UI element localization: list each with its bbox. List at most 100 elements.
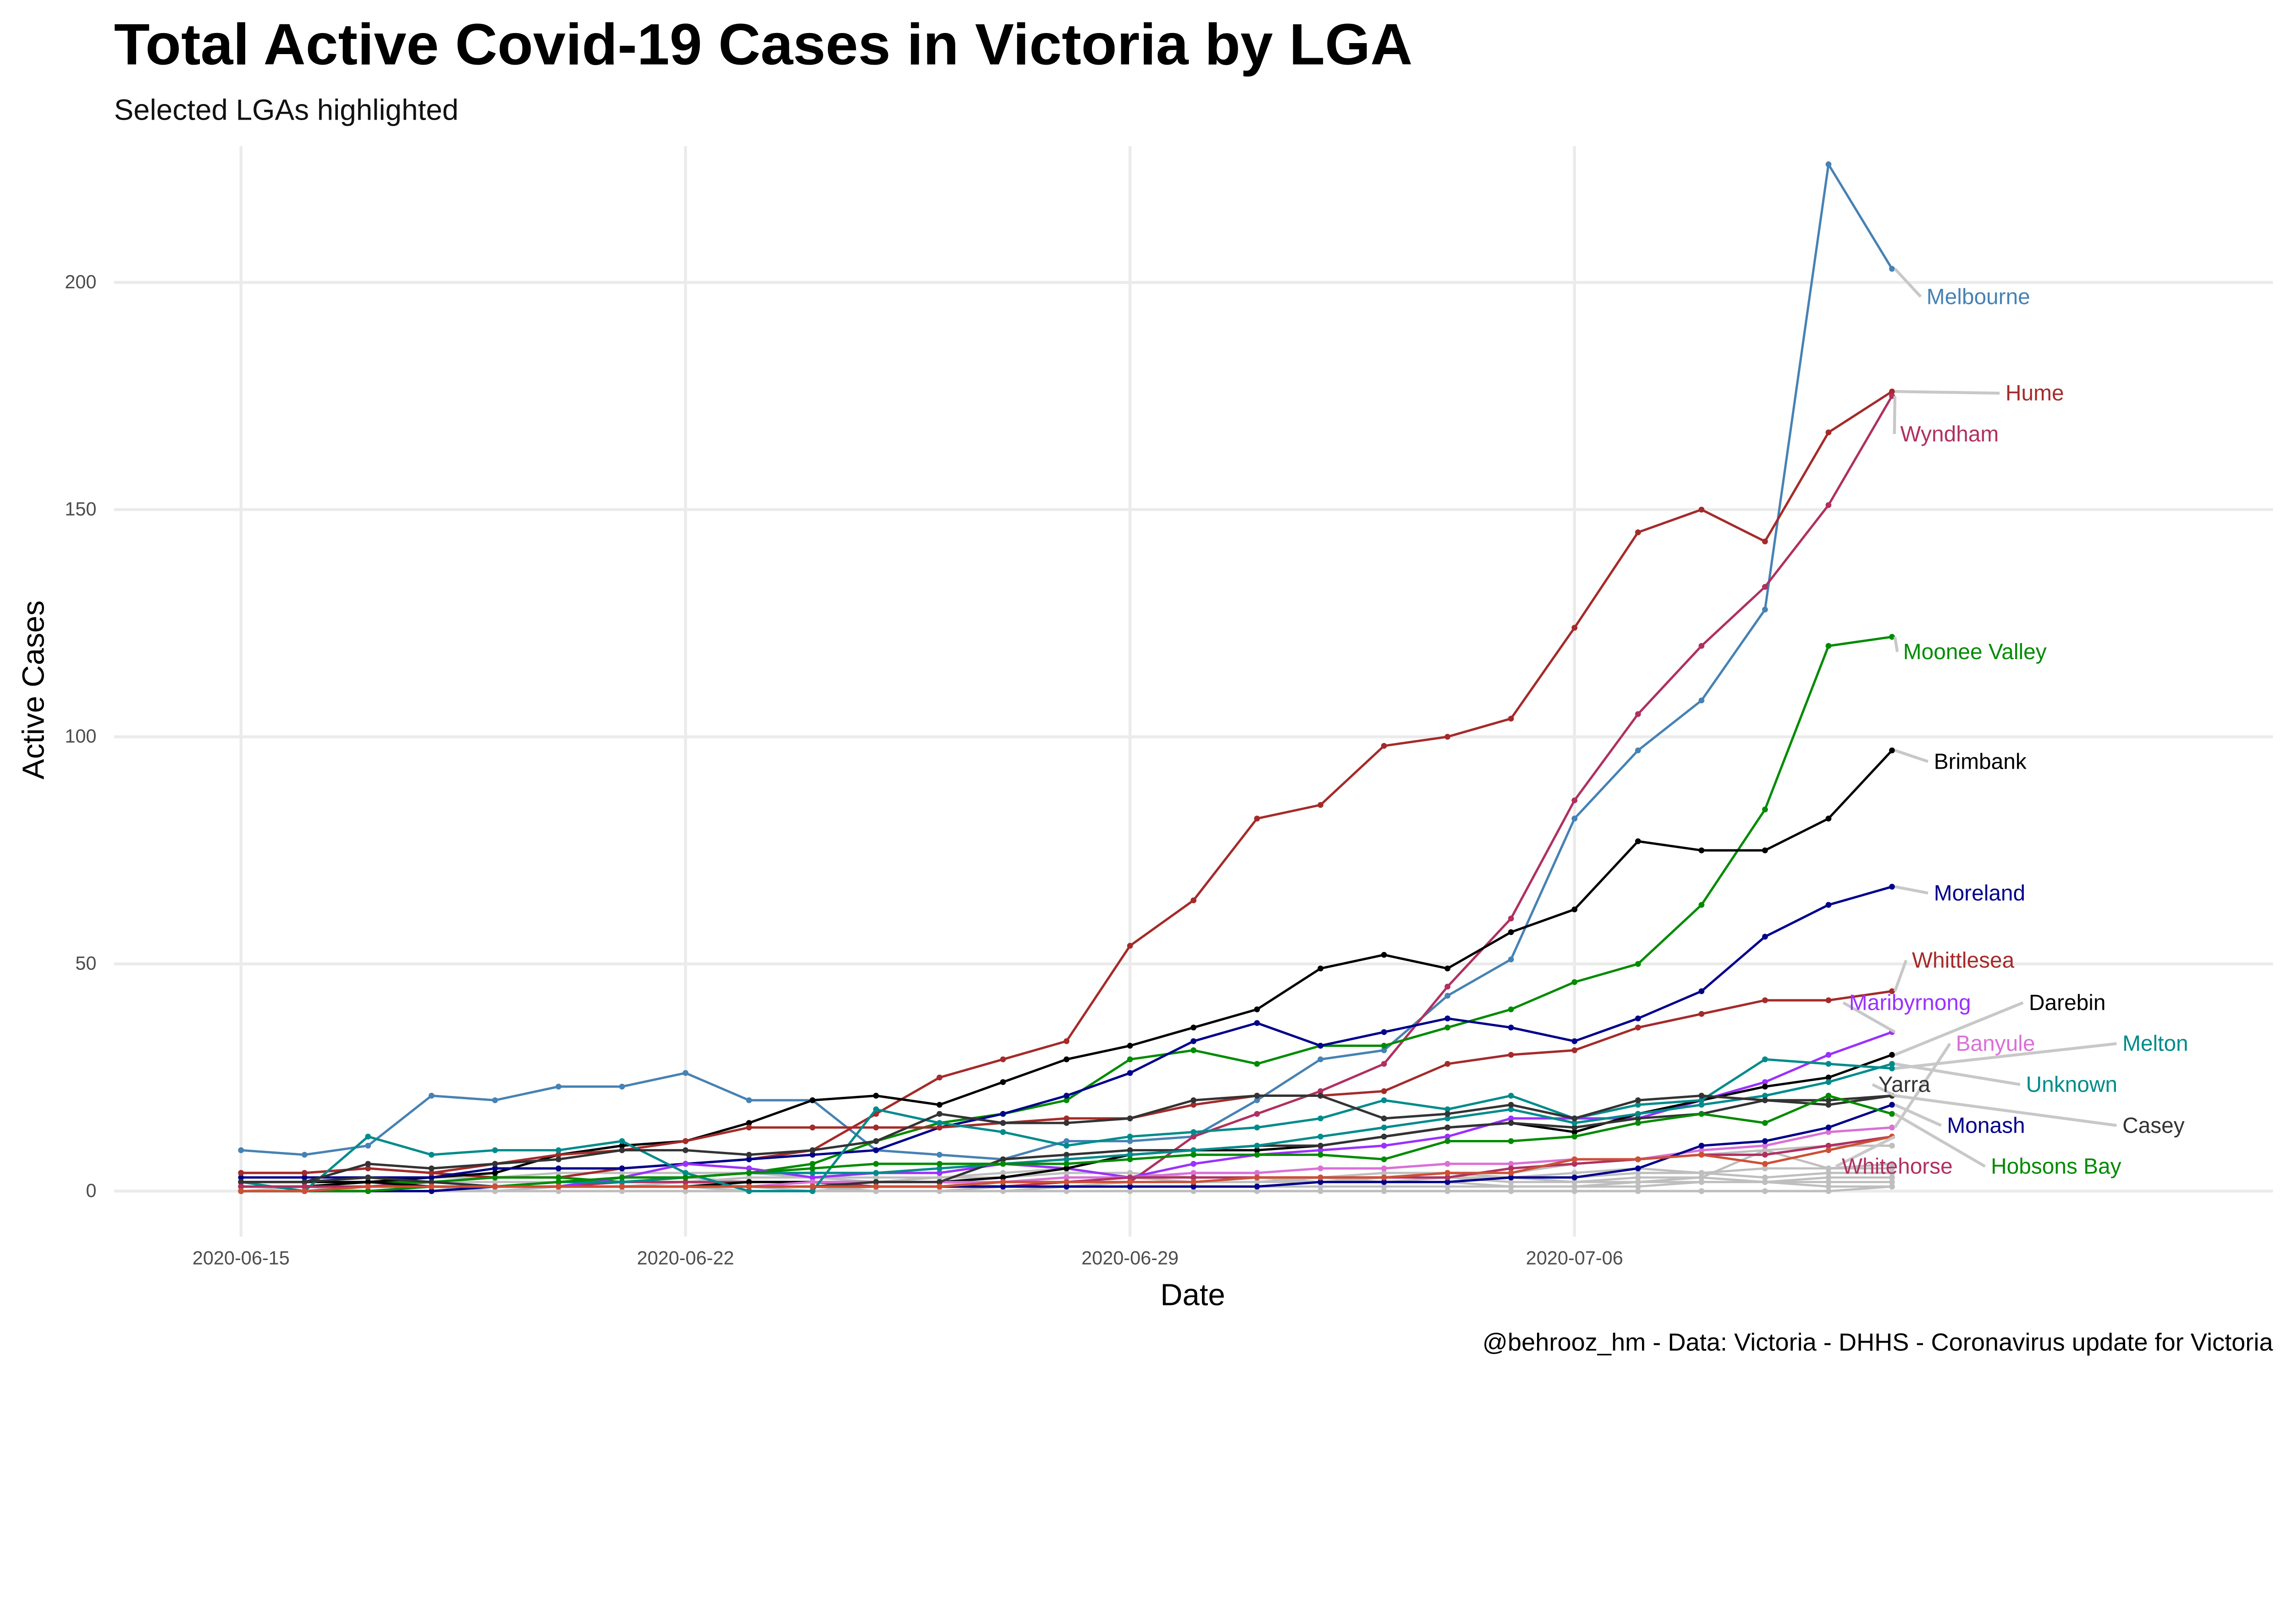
background-series-point	[1317, 1188, 1324, 1194]
yarra-point	[937, 1179, 942, 1185]
melton-point	[365, 1134, 371, 1140]
melbourne-point	[1254, 1097, 1260, 1103]
casey-point	[619, 1147, 625, 1153]
moonee-valley-point	[1571, 979, 1578, 985]
brimbank-point	[937, 1101, 942, 1108]
melton-point	[1127, 1134, 1133, 1140]
hobsons-bay-point	[619, 1174, 625, 1181]
moreland-point	[810, 1151, 815, 1158]
melbourne-point	[1444, 992, 1451, 999]
banyule-point	[810, 1179, 815, 1185]
casey-point	[1381, 1115, 1387, 1122]
brimbank-point	[1698, 847, 1705, 853]
maribyrnong-point	[810, 1174, 815, 1181]
whittlesea-point	[1762, 997, 1768, 1003]
series-point	[1381, 1174, 1387, 1181]
whittlesea-point	[1825, 997, 1832, 1003]
moreland-point	[619, 1165, 625, 1172]
background-series-point	[1063, 1188, 1069, 1194]
series-point	[1127, 1179, 1133, 1185]
moreland-point	[1190, 1038, 1197, 1044]
background-series-point	[1635, 1184, 1641, 1190]
hume-point	[1063, 1038, 1069, 1044]
casey-point	[1444, 1111, 1451, 1117]
hume-point	[1635, 529, 1641, 535]
background-series-point	[746, 1174, 752, 1181]
series-point	[683, 1184, 689, 1190]
hobsons-bay-point	[1000, 1161, 1006, 1167]
melton-point	[1889, 1065, 1895, 1072]
background-series-point	[1825, 1188, 1832, 1194]
whitehorse-point	[1190, 1174, 1197, 1181]
moonee-valley-point	[1762, 806, 1768, 813]
whittlesea-point	[428, 1170, 435, 1176]
whitehorse-leader	[1835, 1135, 1896, 1168]
moreland-point	[301, 1174, 308, 1181]
series-point	[238, 1188, 244, 1194]
darebin-point	[1063, 1165, 1069, 1172]
hume-point	[1698, 506, 1705, 513]
brimbank-point	[1381, 952, 1387, 958]
whittlesea-point	[1444, 1061, 1451, 1067]
whittlesea-point	[1889, 988, 1895, 994]
maribyrnong-point	[1317, 1147, 1324, 1153]
hobsons-bay-point	[1762, 1120, 1768, 1126]
melbourne-point	[619, 1084, 625, 1090]
y-tick-label: 200	[65, 271, 96, 292]
casey-point	[428, 1165, 435, 1172]
hume-leader	[1895, 390, 2000, 395]
moreland-point	[1444, 1015, 1451, 1022]
hobsons-bay-point	[1444, 1138, 1451, 1144]
yarra-point	[1635, 1115, 1641, 1122]
axis-ticks: 0 50 100 150 200 2020-06-15 2020-06-22 2020-06-…	[65, 271, 1623, 1268]
whittlesea-point	[1190, 1101, 1197, 1108]
melbourne-point	[492, 1097, 498, 1103]
background-series-point	[1508, 1184, 1514, 1190]
casey-point	[556, 1156, 562, 1162]
melbourne-point	[1889, 266, 1895, 272]
wyndham-point	[1762, 584, 1768, 590]
background-series-point	[1381, 1184, 1387, 1190]
background-series-point	[1571, 1170, 1578, 1176]
casey-point	[1698, 1093, 1705, 1099]
background-series-point	[1571, 1184, 1578, 1190]
banyule-point	[1698, 1147, 1705, 1153]
unknown-point	[1317, 1134, 1324, 1140]
casey-label: Casey	[2122, 1113, 2185, 1138]
unknown-point	[619, 1179, 625, 1185]
moonee-valley-label: Moonee Valley	[1903, 640, 2047, 664]
melton-point	[746, 1188, 752, 1194]
hobsons-bay-point	[1254, 1151, 1260, 1158]
background-series-point	[492, 1179, 498, 1185]
whittlesea-leader	[1893, 959, 1908, 992]
darebin-point	[1254, 1147, 1260, 1153]
brimbank-point	[1254, 1006, 1260, 1013]
background-series-point	[619, 1188, 625, 1194]
yarra-point	[1571, 1124, 1578, 1131]
series-labels: Melbourne Hume Wyndham Moonee Valley Brimban…	[1835, 268, 2188, 1179]
background-series-point	[1000, 1170, 1006, 1176]
maribyrnong-point	[746, 1165, 752, 1172]
monash-point	[428, 1188, 435, 1194]
maribyrnong-point	[937, 1170, 942, 1176]
x-tick-label: 2020-06-22	[637, 1247, 734, 1268]
moonee-valley-point	[1444, 1024, 1451, 1031]
moonee-valley-point	[1127, 1056, 1133, 1062]
melton-point	[1635, 1101, 1641, 1108]
series-point	[1000, 1179, 1006, 1185]
moreland-point	[238, 1174, 244, 1181]
whittlesea-point	[1508, 1051, 1514, 1058]
series-point	[492, 1184, 498, 1190]
whitehorse-point	[1762, 1151, 1768, 1158]
moreland-point	[492, 1165, 498, 1172]
melbourne-point	[301, 1151, 308, 1158]
melton-label: Melton	[2122, 1032, 2188, 1056]
melton-point	[810, 1188, 815, 1194]
casey-point	[238, 1179, 244, 1185]
casey-point	[937, 1111, 942, 1117]
series-point	[1063, 1179, 1069, 1185]
background-series-point	[1889, 1184, 1895, 1190]
melton-point	[492, 1147, 498, 1153]
yarra-label: Yarra	[1879, 1073, 1931, 1097]
maribyrnong-leader	[1842, 1001, 1896, 1034]
